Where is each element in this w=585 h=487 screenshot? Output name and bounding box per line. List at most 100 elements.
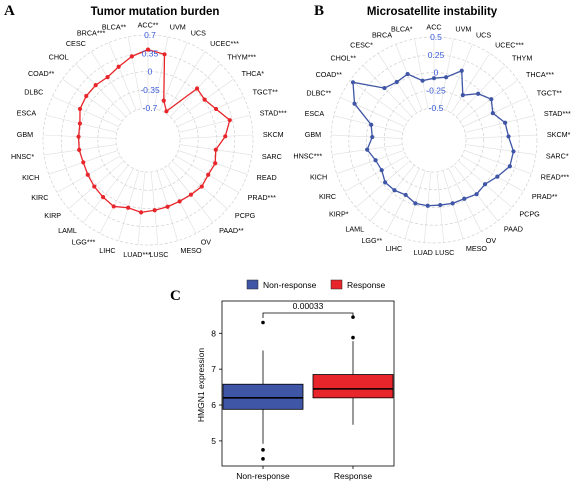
- x-tick-label: Non-response: [236, 471, 290, 481]
- radar-point: [84, 93, 89, 99]
- radar-spoke: [445, 44, 473, 111]
- radar-category-label: THCA***: [526, 70, 554, 79]
- radar-spoke: [171, 160, 228, 209]
- legend-label-response: Response: [347, 280, 386, 290]
- radar-point: [420, 78, 425, 83]
- radar-tick-label: 0.35: [142, 48, 159, 58]
- radar-category-label: THYM***: [227, 52, 256, 61]
- outlier-point: [261, 457, 265, 461]
- radar-category-label: LUAD***: [123, 250, 151, 259]
- radar-point: [164, 109, 169, 114]
- radar-point: [111, 204, 116, 209]
- radar-category-label: DLBC**: [306, 89, 331, 98]
- radar-category-label: PRAD***: [248, 193, 277, 202]
- radar-point: [490, 111, 495, 116]
- radar-category-label: LGG**: [361, 236, 382, 245]
- radar-point: [511, 149, 516, 154]
- radar-category-label: SARC: [262, 152, 282, 161]
- radar-point: [93, 83, 98, 88]
- significance-bracket: [262, 312, 354, 318]
- radar-category-label: LIHC: [99, 246, 115, 255]
- radar-point: [506, 134, 511, 139]
- radar-point: [383, 180, 388, 185]
- outlier-point: [261, 320, 265, 325]
- radar-category-label: BLCA**: [102, 23, 127, 32]
- radar-point: [431, 76, 437, 81]
- legend-label-non-response: Non-response: [263, 280, 317, 290]
- radar-point: [188, 192, 194, 197]
- radar-point: [369, 122, 374, 127]
- radar-category-label: KIRP*: [329, 209, 349, 218]
- radar-point: [503, 120, 508, 125]
- radar-category-label: SKCM: [263, 130, 284, 139]
- radar-point: [85, 172, 90, 177]
- radar-point: [438, 202, 443, 208]
- radar-a-title: Tumor mutation burden: [91, 6, 220, 18]
- radar-category-label: BRCA: [372, 31, 392, 40]
- radar-tick-label: 0: [148, 67, 153, 77]
- radar-category-label: SARC*: [546, 152, 569, 161]
- radar-category-label: OV: [201, 238, 212, 247]
- radar-point: [177, 199, 182, 204]
- radar-point: [138, 210, 144, 215]
- radar-category-label: LIHC: [386, 244, 402, 253]
- radar-grid-ring: [401, 107, 467, 173]
- radar-category-label: MESO: [466, 244, 488, 253]
- radar-tick-label: -0.7: [143, 103, 158, 113]
- radar-spoke: [127, 36, 143, 109]
- radar-category-label: UCEC***: [495, 40, 524, 49]
- x-tick-label: Response: [334, 471, 373, 481]
- radar-category-label: TGCT**: [537, 89, 562, 98]
- radar-category-label: LAML: [58, 226, 77, 235]
- radar-tick-label: 0.7: [144, 30, 156, 40]
- radar-grid-ring: [115, 107, 181, 173]
- radar-point: [370, 134, 375, 140]
- radar-point: [425, 203, 430, 208]
- radar-category-label: BRCA***: [77, 29, 106, 38]
- radar-category-label: KICH: [310, 172, 327, 181]
- radar-spoke: [179, 114, 251, 133]
- radar-category-label: READ***: [541, 172, 570, 181]
- radar-point: [126, 205, 131, 210]
- radar-point: [199, 184, 204, 189]
- radar-grid-ring: [79, 71, 217, 209]
- radar-category-label: THCA*: [242, 69, 265, 78]
- radar-spoke: [462, 96, 528, 127]
- radar-category-label: CESC: [66, 39, 86, 48]
- radar-tick-label: -0.35: [140, 85, 160, 95]
- panel-label-b: B: [314, 3, 324, 19]
- radar-tick-label: 0: [434, 68, 439, 78]
- radar-point: [382, 85, 387, 91]
- radar-category-label: LUSC: [149, 250, 168, 259]
- radar-category-label: UVM: [170, 23, 186, 32]
- y-tick-label: 7: [211, 364, 216, 374]
- radar-point: [161, 98, 166, 103]
- radar-b-title: Microsatellite instability: [367, 6, 498, 18]
- radar-point: [227, 118, 232, 123]
- radar-point: [194, 86, 200, 91]
- radar-point: [413, 201, 418, 206]
- radar-category-label: ACC**: [138, 21, 159, 30]
- radar-category-label: ESCA: [17, 108, 37, 117]
- boxplot-hmgn1: 5 6 7 8 Non-response Response: [211, 300, 395, 481]
- radar-category-label: LUAD: [414, 248, 433, 257]
- radar-category-label: PAAD**: [219, 226, 244, 235]
- radar-category-label: KIRC: [319, 192, 336, 201]
- radar-category-label: COAD**: [28, 69, 55, 78]
- radar-point: [116, 64, 121, 69]
- radar-category-label: LAML: [345, 224, 364, 233]
- radar-category-label: MESO: [180, 246, 202, 255]
- outlier-point: [261, 448, 265, 452]
- radar-point: [459, 68, 464, 73]
- radar-spoke: [455, 65, 506, 118]
- radar-category-label: ESCA: [305, 109, 325, 118]
- radar-point: [373, 158, 378, 163]
- radar-tick-label: -0.25: [426, 85, 446, 95]
- radar-category-label: KICH: [22, 173, 39, 182]
- radar-category-label: SKCM*: [547, 130, 571, 139]
- radar-category-label: BLCA*: [391, 25, 413, 34]
- radar-category-label: LGG***: [72, 238, 96, 247]
- box-response: [312, 374, 394, 399]
- radar-point: [482, 182, 488, 187]
